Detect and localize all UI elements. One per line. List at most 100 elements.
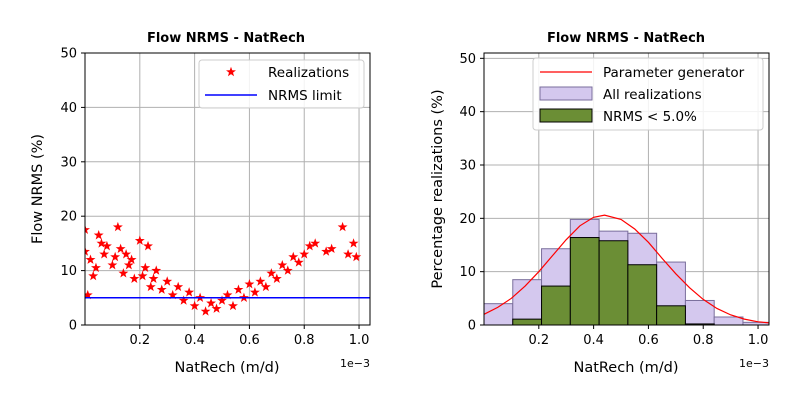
realization-point — [162, 276, 173, 286]
realization-point — [206, 298, 216, 308]
left-y-tick-label: 0 — [69, 319, 77, 334]
legend-realizations-marker — [226, 66, 236, 77]
left-x-tick-label: 0.6 — [239, 333, 260, 348]
legend-nrms-filter-swatch — [539, 108, 593, 123]
realization-point — [99, 249, 110, 259]
realization-point — [189, 300, 200, 311]
left-marks — [85, 221, 370, 316]
realization-point — [299, 249, 310, 259]
left-plot-frame — [84, 52, 371, 326]
realization-point — [115, 243, 126, 254]
realization-point — [167, 289, 178, 300]
legend-nrms-limit-label: NRMS limit — [268, 88, 342, 104]
realization-point — [129, 273, 140, 283]
legend-realizations-label: Realizations — [268, 65, 349, 81]
realization-point — [143, 240, 153, 251]
left-x-tick-label: 0.4 — [184, 333, 205, 348]
left-legend-box — [198, 59, 365, 109]
realization-point — [277, 259, 288, 270]
right-x-tick-label: 1.0 — [748, 333, 769, 348]
all-realizations-bar — [684, 299, 715, 326]
realization-point — [228, 300, 238, 311]
realization-point — [110, 251, 121, 262]
legend-parameter-generator-label: Parameter generator — [603, 65, 745, 81]
realization-point — [304, 240, 315, 251]
left-legend: Realizations NRMS limit — [198, 59, 365, 109]
left-x-axis-label: NatRech (m/d) — [174, 360, 279, 376]
left-y-tick-label: 10 — [60, 264, 77, 279]
right-y-tick-label: 20 — [459, 212, 476, 227]
legend-all-realizations-label: All realizations — [603, 87, 702, 103]
left-y-tick-label: 40 — [60, 101, 77, 116]
nrms-filter-bar — [627, 264, 658, 326]
legend-nrms-filter-label: NRMS < 5.0% — [603, 109, 697, 125]
realization-point — [222, 289, 233, 300]
realization-point — [148, 273, 159, 283]
left-y-axis-label: Flow NRMS (%) — [30, 134, 46, 244]
realization-point — [173, 281, 184, 292]
nrms-filter-bar — [512, 318, 543, 326]
right-plot-frame — [483, 52, 770, 326]
realization-point — [85, 246, 90, 256]
parameter-generator-curve — [483, 214, 770, 324]
realization-point — [255, 276, 266, 286]
left-x-offset-text: 1e−3 — [340, 357, 370, 370]
nrms-filter-bar — [541, 285, 571, 326]
right-y-tick-label: 40 — [459, 105, 476, 120]
left-x-tick-label: 0.2 — [129, 333, 150, 348]
right-y-tick-label: 0 — [468, 319, 476, 334]
scatter-panel: Flow NRMS - NatRech 0.2 0.4 0.6 0.8 1.0 0 10 20… — [30, 31, 371, 376]
realization-point — [178, 295, 189, 305]
right-x-axis-label: NatRech (m/d) — [573, 360, 678, 376]
left-ticks: 0.2 0.4 0.6 0.8 1.0 0 10 20 30 40 50 — [60, 47, 369, 349]
realization-point — [271, 273, 282, 283]
histogram-panel: Flow NRMS - NatRech 0.2 0.4 0.6 0.8 1.0 0 10 20… — [430, 31, 770, 376]
left-y-tick-label: 50 — [60, 47, 77, 62]
right-x-tick-label: 0.6 — [638, 333, 659, 348]
realization-point — [121, 249, 132, 259]
all-realizations-bar — [512, 279, 543, 326]
realization-point — [348, 238, 359, 248]
all-realizations-bar — [713, 316, 744, 326]
realization-point — [217, 295, 227, 305]
realization-point — [96, 238, 107, 248]
realization-point — [88, 270, 99, 281]
legend-all-realizations-swatch — [539, 86, 593, 101]
realization-point — [282, 265, 293, 275]
left-chart-title: Flow NRMS - NatRech — [147, 31, 305, 46]
realization-point — [112, 221, 123, 232]
realization-point — [145, 281, 156, 292]
left-x-tick-label: 1.0 — [349, 333, 370, 348]
legend-star-marker — [226, 66, 236, 77]
right-x-tick-label: 0.4 — [583, 333, 604, 348]
right-y-axis-label: Percentage realizations (%) — [430, 89, 446, 288]
realization-point — [326, 243, 337, 254]
realization-point — [123, 259, 134, 270]
realization-point — [233, 284, 244, 294]
realization-point — [260, 281, 271, 292]
realization-point — [140, 262, 151, 273]
realization-point — [151, 265, 162, 275]
right-y-tick-label: 50 — [459, 52, 476, 67]
realization-point — [266, 268, 277, 278]
realization-point — [244, 279, 255, 289]
right-y-tick-label: 30 — [459, 159, 476, 174]
realization-point — [321, 246, 332, 256]
realization-point — [337, 221, 348, 232]
realization-point — [351, 251, 362, 262]
realization-point — [343, 249, 354, 259]
realization-point — [126, 254, 137, 264]
realization-point — [91, 262, 101, 273]
right-ticks: 0.2 0.4 0.6 0.8 1.0 0 10 20 30 40 50 — [459, 52, 768, 348]
realization-point — [200, 306, 211, 316]
right-x-tick-label: 0.2 — [528, 333, 549, 348]
right-x-offset-text: 1e−3 — [739, 357, 769, 370]
scatter-points — [85, 221, 370, 316]
right-chart-title: Flow NRMS - NatRech — [547, 31, 705, 46]
realization-point — [85, 254, 96, 264]
realization-point — [211, 303, 222, 313]
right-y-tick-label: 10 — [459, 265, 476, 280]
realization-point — [134, 235, 145, 245]
realization-point — [137, 270, 148, 281]
realization-point — [101, 240, 112, 251]
